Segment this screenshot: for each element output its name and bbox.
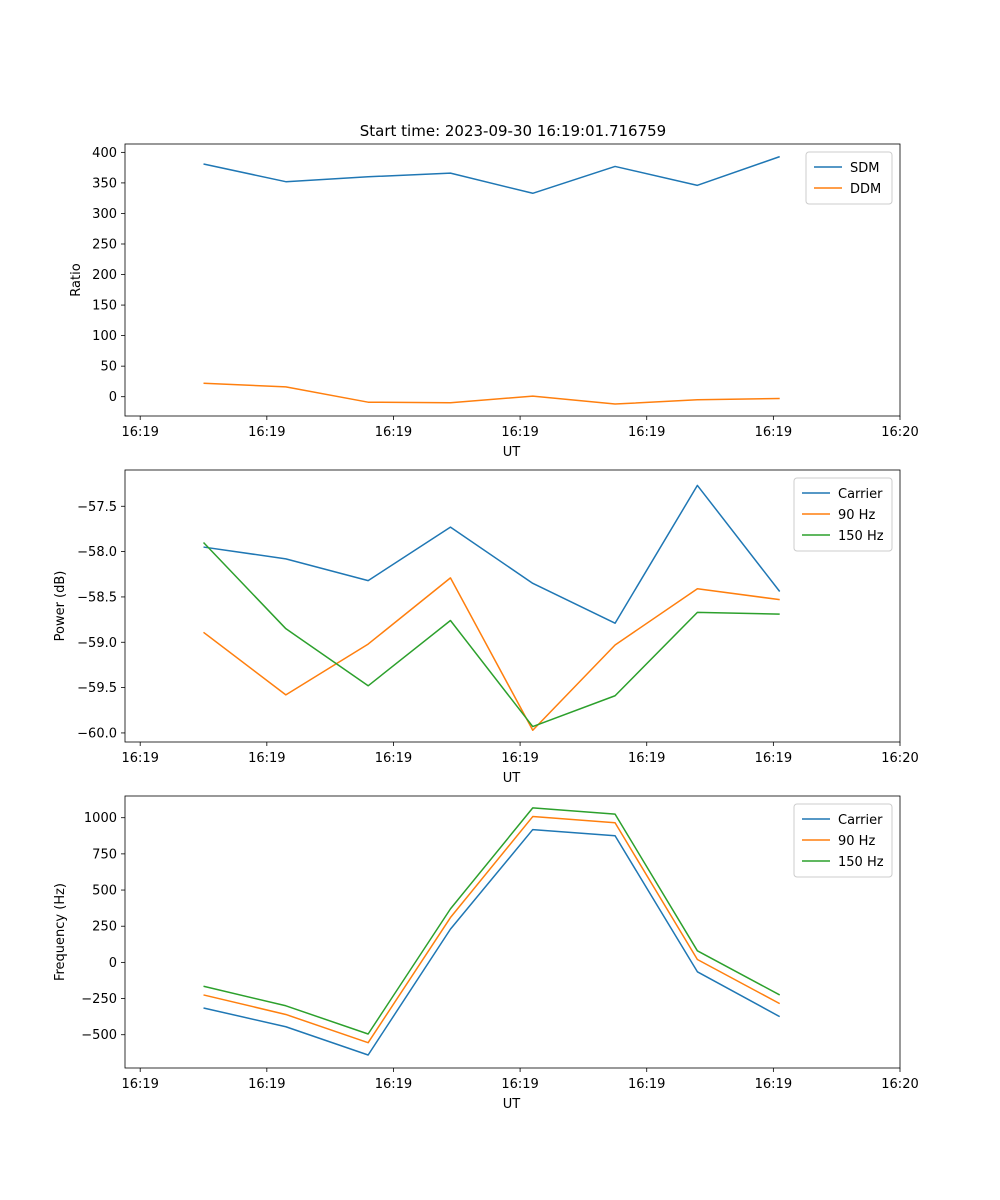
y-tick-label: 0 — [109, 390, 117, 405]
legend-entry: Carrier — [838, 487, 883, 502]
subplot-frequency: 16:19 16:19 16:19 16:19 16:19 16:19 16:20 −500 −… — [53, 795, 919, 1112]
y-tick-label: −60.0 — [77, 726, 117, 741]
legend-power: Carrier 90 Hz 150 Hz — [793, 477, 893, 552]
series-line-power-1 — [203, 577, 780, 731]
y-tick-label: −57.5 — [77, 500, 117, 515]
subplots: 16:19 16:19 16:19 16:19 16:19 16:19 16:20 0 50 10… — [53, 143, 919, 1112]
y-tick-label: 500 — [92, 884, 117, 899]
legend-frequency: Carrier 90 Hz 150 Hz — [793, 803, 893, 878]
x-tick-label: 16:20 — [881, 1077, 918, 1092]
y-tick-label: −58.5 — [77, 590, 117, 605]
y-tick-label: −250 — [81, 992, 117, 1007]
subplot-power: 16:19 16:19 16:19 16:19 16:19 16:19 16:20 −60.0… — [53, 469, 919, 786]
legend-entry: 150 Hz — [838, 529, 884, 544]
series-line-frequency-1 — [203, 815, 781, 1044]
y-tick-label: 1000 — [84, 811, 117, 826]
legend-entry: DDM — [850, 182, 881, 197]
y-tick-label: 0 — [109, 956, 117, 971]
legend-frame — [793, 803, 893, 878]
y-tick-label: −59.5 — [77, 681, 117, 696]
x-tick-label: 16:19 — [755, 1077, 792, 1092]
axes-frame-power — [124, 469, 901, 743]
legend-entry: 90 Hz — [838, 508, 875, 523]
axes-frame-frequency — [124, 795, 901, 1069]
legend-entry: 150 Hz — [838, 855, 884, 870]
x-tick-label: 16:19 — [375, 1077, 412, 1092]
y-tick-label: 300 — [92, 207, 117, 222]
x-tick-label: 16:19 — [121, 425, 158, 440]
x-tick-label: 16:20 — [881, 751, 918, 766]
x-tick-label: 16:19 — [501, 425, 538, 440]
x-tick-label: 16:19 — [628, 425, 665, 440]
y-tick-label: 350 — [92, 176, 117, 191]
x-tick-label: 16:20 — [881, 425, 918, 440]
legend-entry: Carrier — [838, 813, 883, 828]
x-tick-label: 16:19 — [628, 1077, 665, 1092]
series-line-ratio-1 — [203, 382, 780, 405]
y-tick-label: 400 — [92, 146, 117, 161]
y-tick-label: 150 — [92, 299, 117, 314]
legend-frame — [793, 477, 893, 552]
series-line-ratio-0 — [203, 155, 780, 195]
y-axis-label: Ratio — [69, 263, 84, 296]
y-tick-label: −59.0 — [77, 636, 117, 651]
x-axis-label: UT — [503, 771, 521, 786]
series-line-power-0 — [203, 484, 781, 624]
axes-frame-ratio — [124, 143, 901, 417]
x-tick-label: 16:19 — [755, 751, 792, 766]
y-tick-label: 100 — [92, 329, 117, 344]
x-tick-label: 16:19 — [375, 425, 412, 440]
x-tick-label: 16:19 — [501, 1077, 538, 1092]
x-tick-label: 16:19 — [248, 1077, 285, 1092]
subplot-ratio: 16:19 16:19 16:19 16:19 16:19 16:19 16:20 0 50 10… — [69, 143, 919, 460]
figure-title: Start time: 2023-09-30 16:19:01.716759 — [360, 122, 666, 140]
x-axis-label: UT — [503, 1097, 521, 1112]
series-line-power-2 — [202, 542, 780, 728]
x-axis-label: UT — [503, 445, 521, 460]
y-tick-label: 50 — [100, 360, 117, 375]
legend-ratio: SDM DDM — [805, 151, 893, 205]
legend-entry: 90 Hz — [838, 834, 875, 849]
y-tick-label: −58.0 — [77, 545, 117, 560]
x-tick-label: 16:19 — [628, 751, 665, 766]
x-tick-label: 16:19 — [121, 1077, 158, 1092]
x-tick-label: 16:19 — [248, 425, 285, 440]
series-line-frequency-0 — [203, 828, 781, 1056]
y-tick-label: 250 — [92, 920, 117, 935]
y-axis-label: Power (dB) — [53, 571, 68, 642]
x-tick-label: 16:19 — [375, 751, 412, 766]
legend-entry: SDM — [850, 161, 879, 176]
y-tick-label: 200 — [92, 268, 117, 283]
legend-frame — [805, 151, 893, 205]
x-tick-label: 16:19 — [121, 751, 158, 766]
y-tick-label: 750 — [92, 847, 117, 862]
x-tick-label: 16:19 — [501, 751, 538, 766]
y-axis-label: Frequency (Hz) — [53, 883, 68, 981]
y-tick-label: 250 — [92, 237, 117, 252]
series-line-frequency-2 — [203, 807, 781, 1035]
x-tick-label: 16:19 — [248, 751, 285, 766]
x-tick-label: 16:19 — [755, 425, 792, 440]
y-tick-label: −500 — [81, 1028, 117, 1043]
